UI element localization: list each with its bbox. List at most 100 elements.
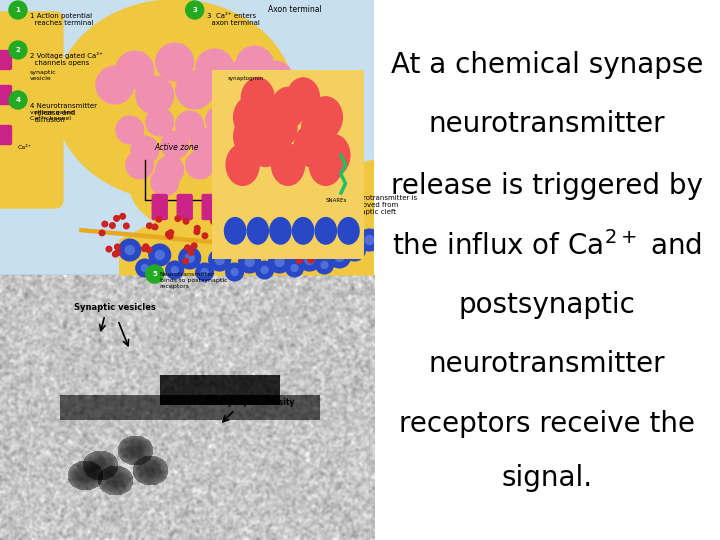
Circle shape — [136, 259, 154, 277]
Circle shape — [156, 251, 164, 260]
Ellipse shape — [55, 0, 294, 200]
Circle shape — [271, 87, 305, 129]
Circle shape — [359, 229, 380, 251]
Circle shape — [188, 249, 194, 255]
Circle shape — [150, 168, 179, 196]
Circle shape — [322, 231, 328, 236]
Circle shape — [256, 61, 294, 99]
Circle shape — [125, 246, 135, 254]
Circle shape — [156, 43, 194, 81]
FancyBboxPatch shape — [177, 194, 192, 219]
Circle shape — [287, 240, 293, 246]
Circle shape — [309, 144, 343, 186]
Circle shape — [291, 265, 298, 272]
Circle shape — [271, 144, 305, 186]
Ellipse shape — [130, 135, 289, 235]
Circle shape — [191, 128, 219, 156]
Circle shape — [161, 131, 189, 159]
Circle shape — [297, 258, 302, 264]
Text: the influx of Ca$^{2+}$ and: the influx of Ca$^{2+}$ and — [392, 231, 702, 261]
Circle shape — [308, 257, 314, 263]
Text: At a chemical synapse: At a chemical synapse — [391, 51, 703, 79]
Text: Neurotransmitter is
removed from
synaptic cleft: Neurotransmitter is removed from synapti… — [349, 195, 418, 215]
Circle shape — [302, 106, 335, 147]
Circle shape — [269, 251, 291, 273]
Circle shape — [99, 230, 105, 236]
Circle shape — [209, 249, 230, 271]
Circle shape — [227, 246, 233, 252]
Circle shape — [109, 222, 115, 228]
Circle shape — [179, 247, 201, 269]
Circle shape — [106, 246, 112, 252]
Circle shape — [261, 219, 267, 225]
Circle shape — [124, 223, 129, 229]
Circle shape — [96, 66, 134, 104]
Circle shape — [319, 228, 325, 234]
Circle shape — [294, 125, 328, 166]
Circle shape — [225, 263, 243, 281]
Circle shape — [211, 141, 238, 169]
Circle shape — [201, 268, 208, 275]
Text: Neurotransmitter
binds to postsynaptic
receptors: Neurotransmitter binds to postsynaptic r… — [160, 272, 228, 288]
FancyBboxPatch shape — [202, 194, 217, 219]
FancyBboxPatch shape — [0, 51, 12, 70]
Circle shape — [136, 76, 174, 114]
FancyBboxPatch shape — [0, 125, 12, 145]
Text: signal.: signal. — [502, 464, 593, 492]
Circle shape — [202, 233, 208, 239]
Circle shape — [297, 217, 303, 222]
Circle shape — [211, 219, 216, 224]
Circle shape — [274, 215, 279, 221]
Circle shape — [317, 134, 350, 176]
Circle shape — [315, 256, 333, 274]
Circle shape — [116, 51, 154, 89]
Circle shape — [226, 144, 259, 186]
Circle shape — [350, 246, 359, 254]
Circle shape — [287, 239, 292, 245]
Circle shape — [300, 237, 305, 242]
Circle shape — [196, 49, 233, 87]
Text: release is triggered by: release is triggered by — [391, 172, 703, 200]
Text: Postsynaptic cell: Postsynaptic cell — [248, 202, 312, 211]
Circle shape — [126, 151, 154, 179]
Circle shape — [343, 239, 366, 261]
Text: 4: 4 — [15, 97, 20, 103]
Circle shape — [120, 213, 125, 219]
Circle shape — [9, 1, 27, 19]
Text: Axon terminal: Axon terminal — [268, 5, 321, 14]
Circle shape — [256, 261, 274, 279]
Circle shape — [275, 258, 284, 267]
Circle shape — [206, 106, 233, 134]
Circle shape — [287, 78, 320, 119]
Circle shape — [215, 255, 224, 265]
Text: Active zone: Active zone — [155, 143, 199, 152]
Circle shape — [131, 136, 158, 164]
Circle shape — [286, 259, 304, 277]
Circle shape — [116, 116, 144, 144]
Circle shape — [215, 248, 221, 253]
Circle shape — [226, 236, 232, 242]
Circle shape — [167, 233, 173, 239]
Circle shape — [309, 97, 343, 138]
FancyBboxPatch shape — [0, 12, 63, 208]
FancyBboxPatch shape — [237, 194, 252, 219]
Circle shape — [305, 255, 314, 265]
Circle shape — [321, 261, 328, 268]
Circle shape — [9, 91, 27, 109]
Circle shape — [119, 239, 141, 261]
Polygon shape — [120, 160, 374, 275]
Text: receptors receive the: receptors receive the — [399, 410, 696, 438]
Circle shape — [323, 226, 328, 232]
Circle shape — [175, 216, 181, 221]
Circle shape — [261, 267, 268, 273]
Circle shape — [183, 219, 189, 224]
Circle shape — [152, 224, 158, 230]
Circle shape — [114, 215, 120, 221]
Circle shape — [276, 76, 313, 114]
Circle shape — [114, 244, 120, 249]
Circle shape — [168, 230, 174, 235]
Circle shape — [217, 224, 222, 230]
Circle shape — [142, 246, 147, 252]
Text: 1: 1 — [16, 7, 20, 13]
Circle shape — [114, 250, 120, 256]
